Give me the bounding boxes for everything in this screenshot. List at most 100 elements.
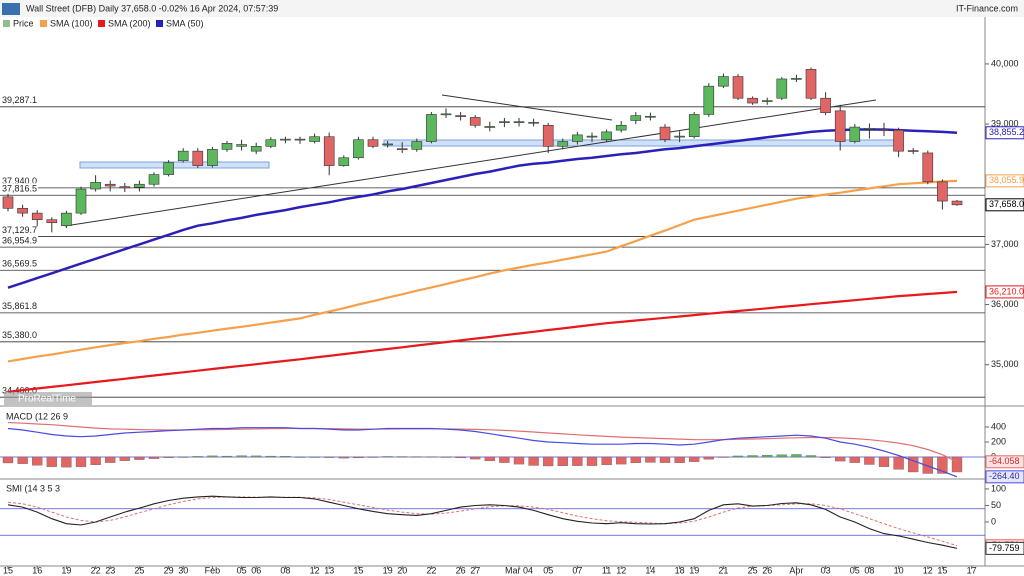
- histogram-bar: [134, 456, 145, 460]
- x-tick-label: 16: [32, 565, 42, 575]
- histogram-bar: [382, 456, 393, 458]
- candle-body: [17, 207, 28, 214]
- candle-body: [207, 149, 218, 166]
- sma-line: [7, 179, 958, 363]
- level-label: 35,861.8: [2, 301, 37, 311]
- histogram-bar: [411, 456, 422, 458]
- watermark: ProRealTime: [18, 394, 76, 405]
- x-tick-label: 13: [324, 565, 334, 575]
- x-tick-label: 06: [251, 565, 261, 575]
- histogram-bar: [46, 456, 57, 467]
- histogram-bar: [703, 456, 714, 460]
- candle-body: [309, 136, 320, 142]
- histogram-bar: [251, 455, 262, 458]
- histogram-bar: [90, 456, 101, 466]
- sma-badge: 38,055.9: [989, 175, 1024, 185]
- chart-title: Wall Street (DFB) Daily 37,658.0 -0.02% …: [26, 3, 278, 13]
- histogram-bar: [280, 456, 291, 458]
- histogram-bar: [937, 456, 948, 474]
- level-label-box: [0, 175, 38, 187]
- histogram-bar: [324, 456, 335, 458]
- histogram-bar: [835, 456, 846, 462]
- legend-label: Price: [13, 18, 34, 28]
- smi-line: [7, 495, 958, 549]
- x-tick-label: 08: [280, 565, 290, 575]
- histogram-bar: [499, 456, 510, 463]
- histogram-bar: [367, 456, 379, 458]
- x-tick-label: 08: [864, 565, 874, 575]
- candle-body: [367, 139, 379, 147]
- candle-body: [528, 121, 539, 124]
- candle-body: [674, 135, 685, 138]
- level-label-box: [0, 235, 38, 247]
- legend-swatch: [3, 20, 10, 27]
- histogram-bar: [630, 456, 641, 463]
- legend-label: SMA (50): [166, 18, 204, 28]
- zone: [383, 139, 904, 147]
- candle-body: [630, 115, 642, 121]
- trend-line: [64, 99, 877, 227]
- candle-body: [820, 97, 831, 113]
- histogram-bar: [353, 456, 364, 459]
- histogram-bar: [265, 455, 276, 458]
- x-tick-label: 07: [572, 565, 582, 575]
- sma-badge-box: [985, 285, 1024, 299]
- sma-badge: 38,855.2: [989, 127, 1024, 137]
- histogram-bar: [674, 456, 685, 463]
- x-tick-label: 23: [105, 565, 115, 575]
- histogram-bar: [922, 456, 933, 474]
- histogram-bar: [119, 456, 130, 461]
- level-label: 36,569.5: [2, 259, 37, 269]
- brand: IT-Finance.com: [956, 3, 1018, 13]
- histogram-bar: [528, 456, 539, 466]
- candle-body: [192, 150, 204, 166]
- histogram-bar: [908, 456, 919, 473]
- candle-body: [659, 126, 671, 141]
- x-tick-label: 18: [675, 565, 685, 575]
- candle-body: [776, 78, 788, 99]
- histogram-bar: [791, 454, 802, 458]
- candle-body: [791, 78, 802, 80]
- candle-body: [440, 113, 452, 116]
- histogram-bar: [645, 456, 656, 463]
- x-tick-label: 05: [543, 565, 553, 575]
- y-tick-label: 100: [991, 483, 1006, 493]
- histogram-bar: [2, 456, 14, 464]
- legend-swatch: [156, 20, 163, 27]
- histogram-bar: [192, 456, 203, 458]
- level-label: 37,129.7: [2, 225, 37, 235]
- level-label-box: [0, 329, 38, 341]
- candle-body: [338, 157, 350, 166]
- histogram-bar: [75, 456, 87, 467]
- candle-body: [382, 143, 393, 146]
- histogram-bar: [557, 456, 568, 466]
- histogram-bar: [148, 456, 160, 459]
- candle-body: [148, 174, 160, 185]
- x-tick-label: 22: [91, 565, 101, 575]
- candle-body: [849, 126, 861, 142]
- candle-body: [761, 100, 773, 102]
- histogram-bar: [951, 456, 963, 473]
- candle-body: [703, 85, 715, 115]
- candle-body: [396, 148, 408, 151]
- watermark-box: [4, 392, 92, 405]
- histogram-bar: [513, 456, 525, 465]
- candle-body: [61, 212, 72, 227]
- histogram-bar: [397, 456, 408, 458]
- histogram-bar: [776, 454, 787, 458]
- x-tick-label: 10: [894, 565, 904, 575]
- x-tick-label: 25: [748, 565, 758, 575]
- y-tick-label: 200: [991, 436, 1006, 446]
- candle-body: [805, 69, 817, 99]
- panel-label: SMI (14 3 5 3: [6, 483, 60, 493]
- signal-line: [7, 421, 958, 463]
- histogram-bar: [338, 456, 349, 459]
- x-tick-label: 12: [923, 565, 933, 575]
- candle-body: [864, 127, 875, 130]
- y-tick-label: 35,000: [991, 359, 1019, 369]
- level-label-box: [0, 224, 38, 236]
- level-label-box: [0, 94, 38, 106]
- x-tick-label: 27: [470, 565, 480, 575]
- price-badge-box: [985, 198, 1024, 212]
